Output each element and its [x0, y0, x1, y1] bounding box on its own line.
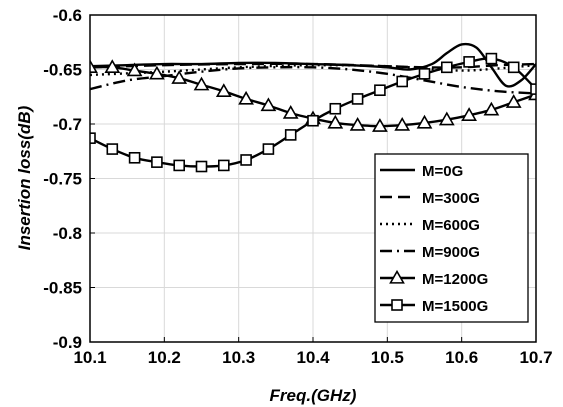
x-tick-label: 10.7 [519, 348, 552, 367]
y-tick-label: -0.7 [53, 115, 82, 134]
data-point [418, 68, 431, 80]
y-axis-label: Insertion loss(dB) [15, 105, 34, 250]
data-point [282, 104, 299, 119]
y-tick-label: -0.65 [43, 61, 82, 80]
data-point [104, 59, 121, 73]
series-M=300G [90, 62, 536, 69]
legend-label: M=900G [422, 244, 480, 261]
series-M=1500G [90, 52, 536, 173]
legend-box [374, 153, 529, 323]
data-point [218, 159, 230, 172]
data-point [238, 90, 254, 105]
data-point [530, 83, 536, 95]
legend-item: M=0G [380, 163, 463, 180]
data-point [351, 93, 364, 105]
series-M=600G [90, 63, 536, 77]
x-tick-label: 10.1 [73, 348, 106, 367]
data-point [461, 107, 477, 121]
data-point [463, 56, 475, 68]
data-point [149, 65, 165, 80]
data-point [151, 156, 163, 168]
data-point [483, 101, 500, 116]
data-point [195, 160, 208, 173]
data-point [240, 154, 252, 166]
data-point [171, 70, 188, 84]
x-tick-labels: 10.1 10.2 10.3 10.4 10.5 10.6 10.7 [73, 348, 552, 367]
y-tick-label: -0.75 [43, 170, 82, 189]
x-tick-label: 10.5 [371, 348, 404, 367]
legend-item: M=300G [380, 190, 480, 207]
legend: M=0G M=300G M=600G M=900G M=1200G M=1500G [374, 153, 529, 323]
data-point [215, 83, 232, 97]
legend-marker [391, 299, 403, 311]
data-point [440, 61, 453, 74]
legend-marker [389, 269, 405, 284]
data-point [284, 129, 297, 141]
data-point [505, 94, 522, 108]
data-point [90, 59, 98, 73]
data-point [126, 62, 143, 77]
x-tick-label: 10.4 [296, 348, 330, 367]
data-point [438, 111, 455, 126]
data-point [374, 84, 386, 97]
data-point [90, 132, 96, 144]
legend-item: M=1200G [380, 269, 488, 288]
data-point [396, 75, 409, 88]
data-point [327, 114, 344, 129]
y-tick-label: -0.6 [53, 6, 82, 25]
legend-label: M=0G [422, 163, 463, 180]
data-point [485, 52, 498, 65]
plot-frame [89, 14, 537, 343]
x-tick-label: 10.2 [148, 348, 181, 367]
series-line [90, 62, 536, 69]
data-point [307, 114, 319, 127]
legend-label: M=1200G [422, 271, 488, 288]
data-point [349, 116, 366, 131]
data-point [394, 116, 411, 131]
legend-item: M=900G [380, 244, 480, 261]
x-tick-label: 10.6 [445, 348, 478, 367]
legend-item: M=1500G [380, 298, 488, 315]
data-point [329, 102, 342, 115]
data-point [507, 61, 520, 74]
data-point [416, 114, 433, 129]
y-tick-label: -0.9 [53, 333, 82, 352]
data-point [106, 143, 119, 155]
series-line [90, 63, 536, 77]
data-point [128, 151, 141, 164]
legend-label: M=1500G [422, 298, 488, 315]
data-point [193, 76, 210, 91]
legend-label: M=600G [422, 217, 480, 234]
x-tick-label: 10.3 [222, 348, 255, 367]
y-tick-label: -0.85 [43, 279, 82, 298]
x-axis-label: Freq.(GHz) [270, 386, 357, 405]
data-point [173, 159, 185, 172]
data-point [260, 97, 277, 112]
y-tick-label: -0.8 [53, 224, 82, 243]
y-tick-labels: -0.6 -0.65 -0.7 -0.75 -0.8 -0.85 -0.9 [43, 6, 82, 352]
data-point [372, 118, 388, 132]
data-point [262, 143, 275, 155]
series-group [90, 42, 536, 173]
legend-item: M=600G [380, 217, 480, 234]
legend-label: M=300G [422, 190, 480, 207]
